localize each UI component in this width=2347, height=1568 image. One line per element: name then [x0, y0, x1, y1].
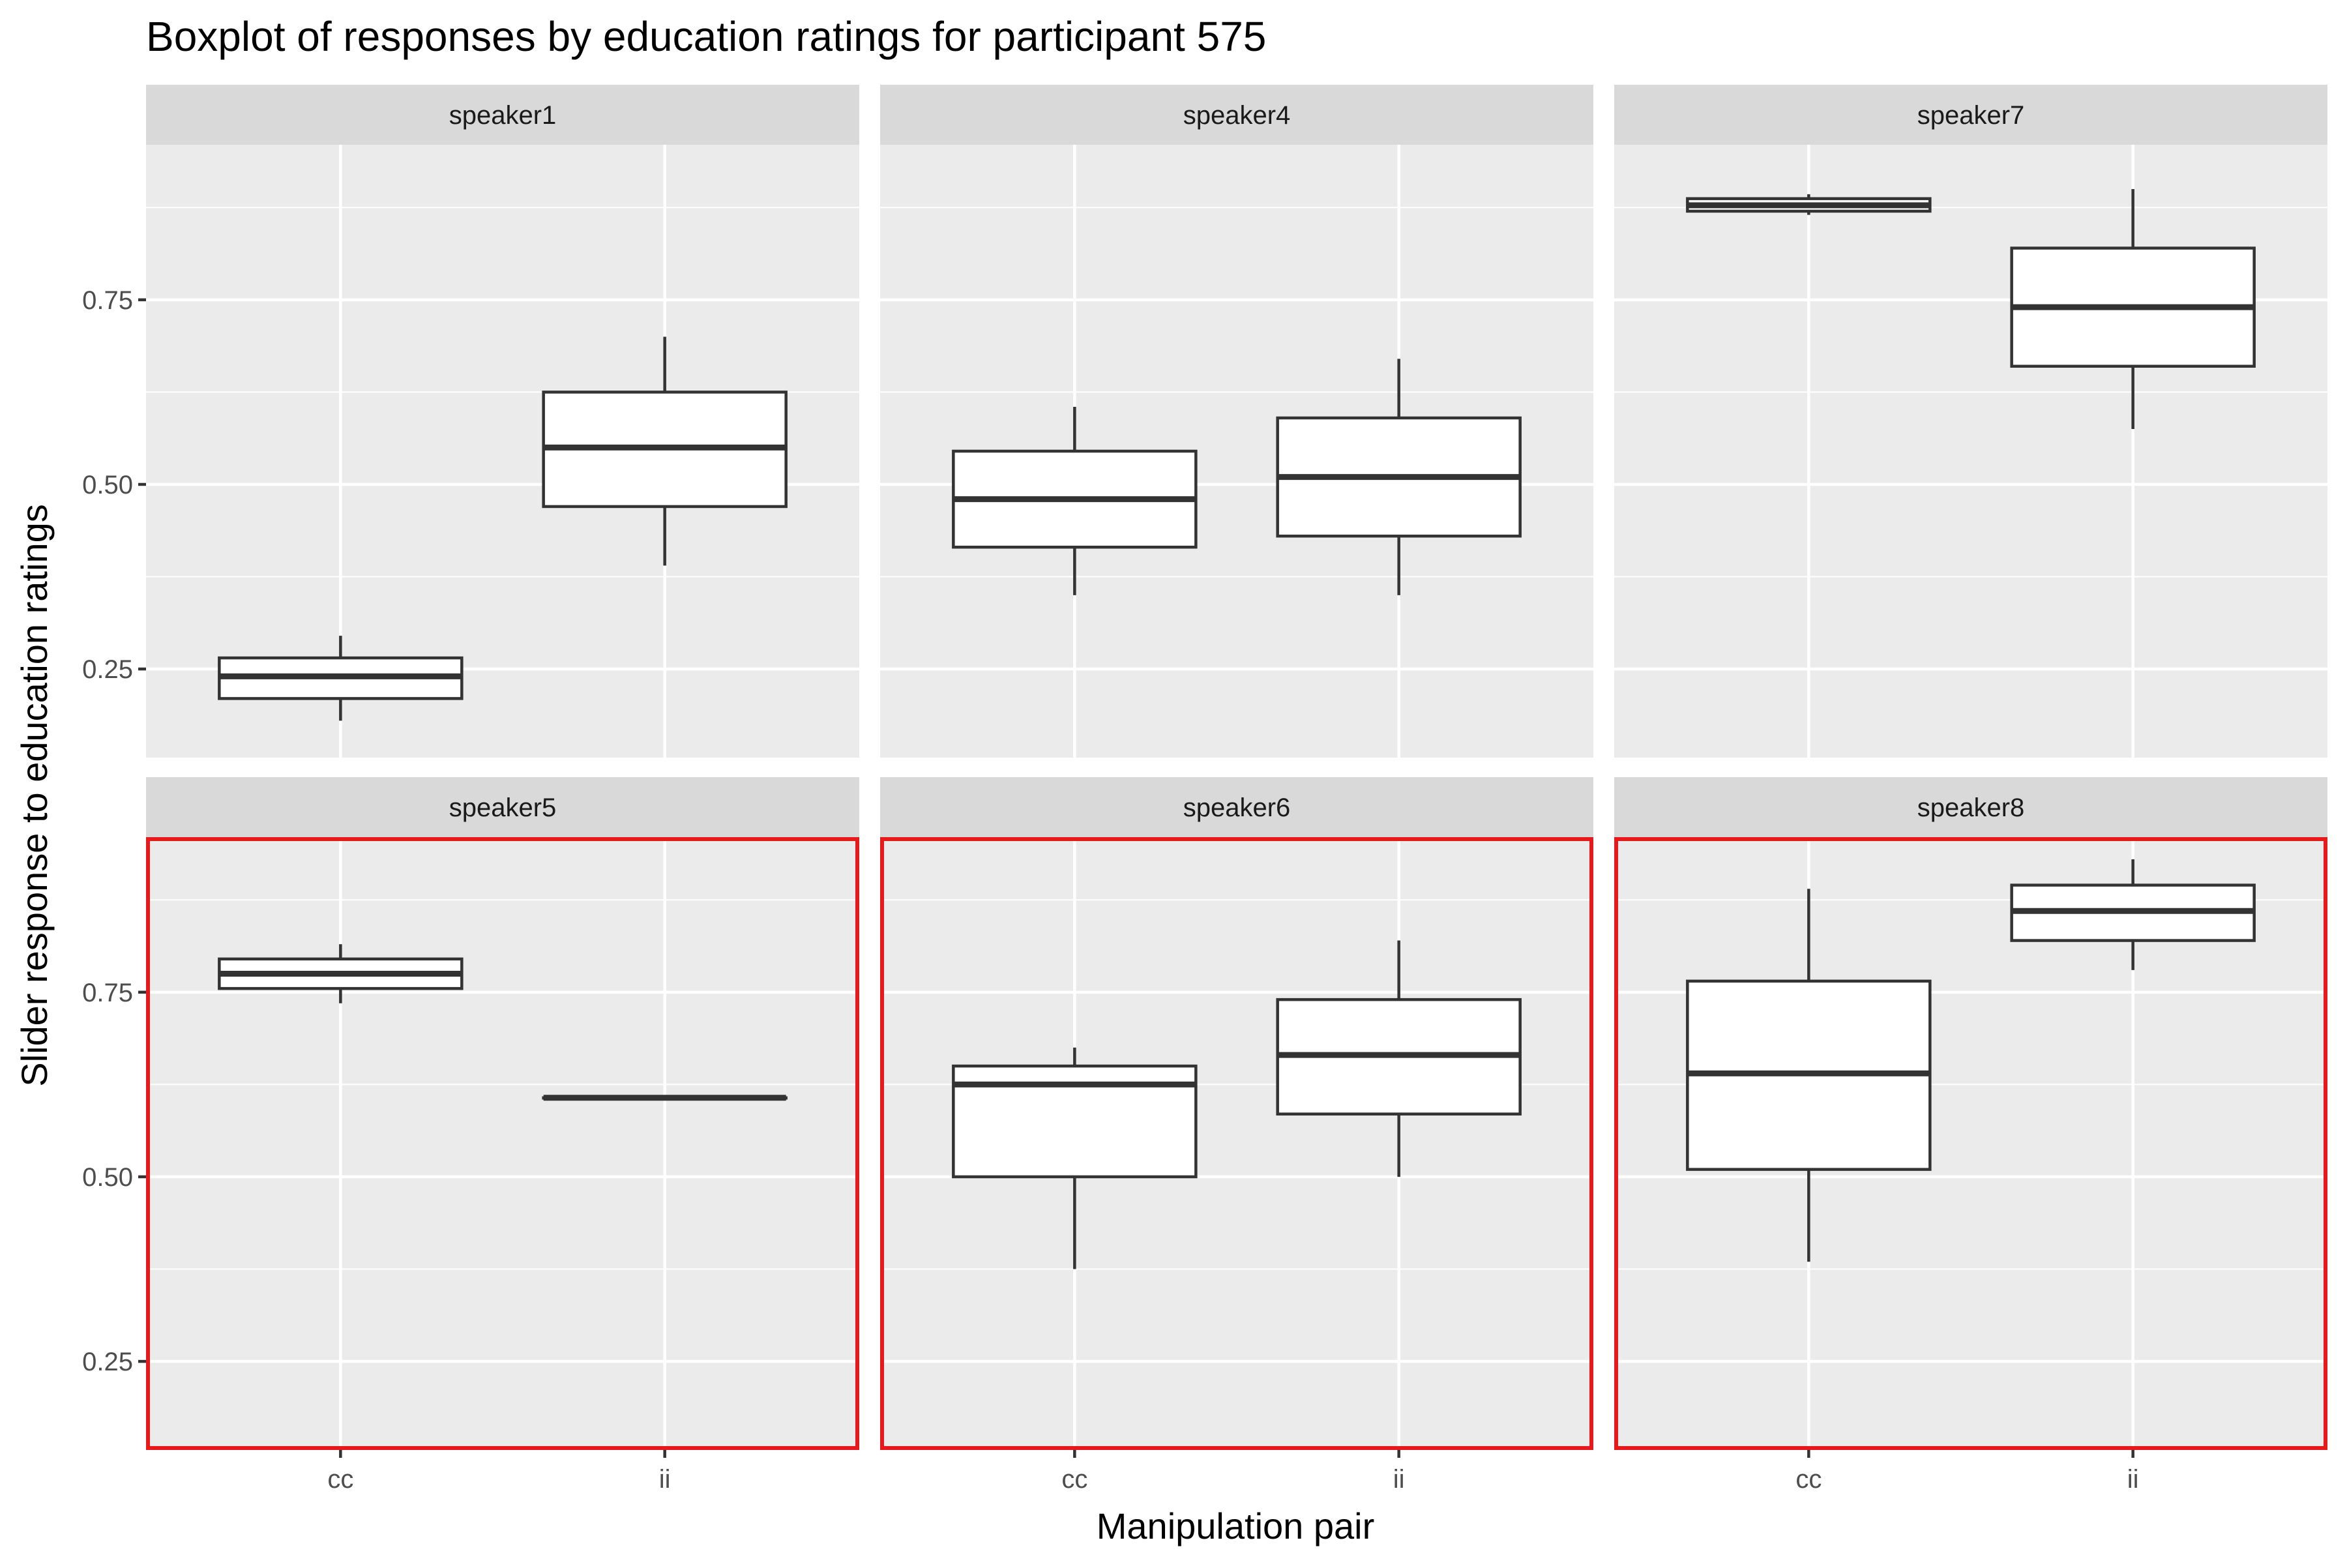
- x-axis: cc ii cc ii cc ii: [327, 1450, 2139, 1494]
- y-tick-label: 0.25: [82, 1348, 133, 1376]
- panel-background: [146, 837, 859, 1450]
- facet-strip: [146, 85, 859, 145]
- facet-panels: speaker1 speaker4 speaker7 speaker5 speaker6…: [146, 85, 2327, 1450]
- facet-strip-label: speaker7: [1917, 101, 2025, 130]
- boxplot-ii: [1276, 359, 1522, 595]
- x-tick-label: cc: [327, 1465, 353, 1494]
- highlight-frame: [146, 837, 859, 1450]
- x-tick-label: ii: [2127, 1465, 2139, 1494]
- boxplot-ii: [542, 336, 788, 566]
- facet-speaker8: speaker8: [1614, 777, 2327, 1450]
- x-tick-label: ii: [1393, 1465, 1405, 1494]
- facet-strip: [1614, 85, 2327, 145]
- facet-speaker7: speaker7: [1614, 85, 2327, 758]
- facet-strip: [880, 777, 1593, 837]
- x-tick-label: cc: [1061, 1465, 1087, 1494]
- y-axis: 0.25 0.50 0.75 0.25 0.50 0.75: [82, 286, 146, 1376]
- y-tick-label: 0.75: [82, 286, 133, 315]
- facet-strip-label: speaker8: [1917, 793, 2025, 822]
- y-axis-title: Slider response to education ratings: [14, 504, 55, 1086]
- y-tick-label: 0.75: [82, 979, 133, 1007]
- highlight-frame: [1614, 837, 2327, 1450]
- x-axis-title: Manipulation pair: [1097, 1505, 1374, 1546]
- boxplot-ii: [1276, 940, 1522, 1177]
- panel-background: [1614, 145, 2327, 758]
- facet-speaker4: speaker4: [880, 85, 1593, 758]
- facet-strip: [146, 777, 859, 837]
- boxplot-cc: [218, 636, 464, 721]
- boxplot-ii: [542, 1095, 788, 1101]
- y-tick-label: 0.50: [82, 1163, 133, 1192]
- boxplot-cc: [218, 944, 464, 1003]
- boxplot-cc: [952, 1047, 1198, 1269]
- facet-speaker6: speaker6: [880, 777, 1593, 1450]
- y-tick-label: 0.50: [82, 471, 133, 499]
- x-tick-label: cc: [1795, 1465, 1822, 1494]
- facet-speaker1: speaker1: [146, 85, 859, 758]
- facet-strip-label: speaker5: [449, 793, 557, 822]
- boxplot-ii: [2010, 859, 2256, 970]
- facet-strip-label: speaker1: [449, 101, 557, 130]
- y-tick-label: 0.25: [82, 655, 133, 684]
- highlight-frame: [880, 837, 1593, 1450]
- boxplot-cc: [952, 407, 1198, 595]
- boxplot-cc: [1686, 194, 1932, 215]
- facet-strip: [1614, 777, 2327, 837]
- boxplot-cc: [1686, 889, 1932, 1262]
- facet-strip: [880, 85, 1593, 145]
- x-tick-label: ii: [659, 1465, 671, 1494]
- facet-strip-label: speaker4: [1183, 101, 1291, 130]
- facet-speaker5: speaker5: [146, 777, 859, 1450]
- boxplot-ii: [2010, 188, 2256, 430]
- chart-title: Boxplot of responses by education rating…: [146, 13, 1266, 60]
- facet-strip-label: speaker6: [1183, 793, 1291, 822]
